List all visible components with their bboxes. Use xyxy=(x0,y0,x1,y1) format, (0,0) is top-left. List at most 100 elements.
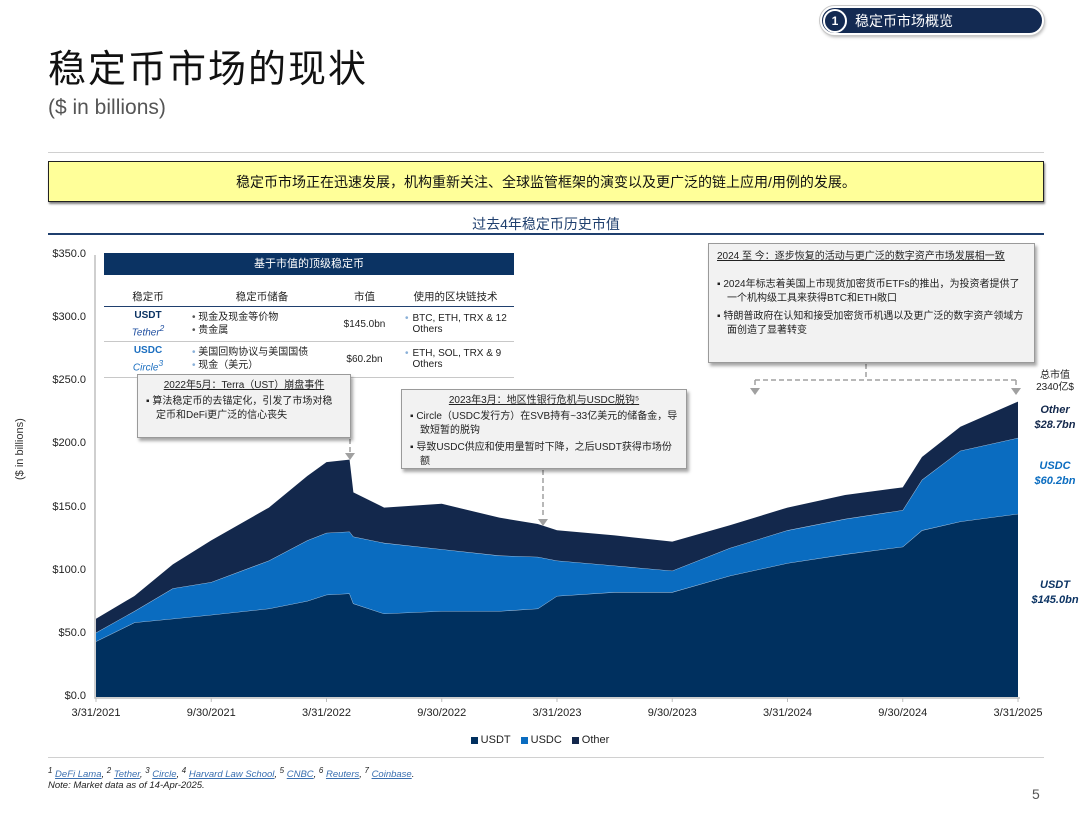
chart-title: 过去4年稳定币历史市值 xyxy=(472,216,620,232)
chart-axes xyxy=(94,255,1020,699)
coin-cell: USDT Tether2 xyxy=(104,309,192,339)
section-number: 1 xyxy=(823,8,847,33)
source-link[interactable]: DeFi Lama xyxy=(55,769,102,781)
page-title: 稳定币市场的现状 xyxy=(48,47,369,91)
annotation-connector xyxy=(754,364,1017,388)
legend-label: Other xyxy=(581,734,610,746)
chains-cell: • ETH, SOL, TRX & 9 Others xyxy=(397,348,514,370)
total-label-title: 总市值 xyxy=(1040,370,1070,381)
source-link[interactable]: Harvard Law School xyxy=(188,769,275,781)
column-header: 使用的区块链技术 xyxy=(413,291,498,303)
series-name: USDT xyxy=(1040,579,1070,591)
x-tick-label: 3/31/2022 xyxy=(302,707,351,719)
legend-swatch-usdt xyxy=(470,736,478,744)
coin-symbol: USDT xyxy=(134,310,162,321)
market-data-note: Note: Market data as of 14-Apr-2025. xyxy=(48,780,205,791)
source-link[interactable]: Coinbase xyxy=(371,769,412,781)
reserve-item: 贵金属 xyxy=(192,324,332,337)
source-link[interactable]: CNBC xyxy=(286,769,314,781)
callout-heading: 2022年5月：Terra（UST）崩盘事件 xyxy=(163,380,325,391)
source-link[interactable]: Tether xyxy=(113,769,140,781)
source-link[interactable]: Circle xyxy=(152,769,177,781)
x-tick-label: 3/31/2025 xyxy=(993,707,1043,719)
section-indicator: 1 稳定币市场概览 xyxy=(820,6,1044,35)
stablecoin-table-body: 稳定币 稳定币储备 市值 使用的区块链技术 USDT Tether2 现金及现金… xyxy=(104,289,514,378)
callout-heading: 2023年3月：地区性银行危机与USDC脱钩⁵ xyxy=(448,395,640,406)
x-tick-label: 3/31/2023 xyxy=(532,707,582,719)
footnote-number: 2 xyxy=(106,766,112,775)
legend-swatch-usdc xyxy=(520,736,528,744)
table-row: USDT Tether2 现金及现金等价物 贵金属 $145.0bn •BTC,… xyxy=(104,307,514,343)
series-value: $28.7bn xyxy=(1034,419,1076,431)
legend-swatch-other xyxy=(571,736,579,744)
source-link[interactable]: Reuters xyxy=(325,769,360,781)
arrow-down-icon xyxy=(1011,388,1021,395)
column-header: 稳定币 xyxy=(132,291,164,303)
y-tick-label: $300.0 xyxy=(52,311,86,324)
callout-heading: 2024 至 今：逐步恢复的活动与更广泛的数字资产市场发展相一致 xyxy=(717,251,1005,262)
callout-bullet: Circle（USDC发行方）在SVB持有~33亿美元的储备金，导致短暂的脱钩 xyxy=(410,410,678,438)
footnote-number: 7 xyxy=(364,766,369,775)
footnote-ref: 2 xyxy=(159,323,165,333)
footnote-number: 6 xyxy=(318,766,324,775)
y-tick-label: $350.0 xyxy=(52,248,86,260)
callout-2024-recovery: 2024 至 今：逐步恢复的活动与更广泛的数字资产市场发展相一致 2024年标志… xyxy=(708,243,1035,363)
series-name: USDC xyxy=(1039,460,1071,472)
footnote-number: 4 xyxy=(181,766,187,775)
x-tick-label: 3/31/2024 xyxy=(763,707,812,719)
end-label-usdt: USDT $145.0bn xyxy=(1026,578,1080,608)
y-tick-label: $250.0 xyxy=(52,374,86,387)
reserve-item: 现金及现金等价物 xyxy=(192,311,332,324)
callout-bullet: 算法稳定币的去锚定化，引发了市场对稳定币和DeFi更广泛的信心丧失 xyxy=(146,395,342,423)
coin-issuer: Circle3 xyxy=(104,357,192,374)
callout-bullet: 特朗普政府在认知和接受加密货币机遇以及更广泛的数字资产领域方面创造了显著转变 xyxy=(717,310,1026,338)
legend-item-usdc: USDC xyxy=(520,734,562,746)
callout-terra-collapse: 2022年5月：Terra（UST）崩盘事件 算法稳定币的去锚定化，引发了市场对… xyxy=(137,374,351,438)
section-label: 稳定币市场概览 xyxy=(855,12,953,29)
callout-svb-depeg: 2023年3月：地区性银行危机与USDC脱钩⁵ Circle（USDC发行方）在… xyxy=(401,389,687,469)
coin-issuer: Tether2 xyxy=(104,322,192,339)
divider xyxy=(48,152,1044,153)
y-tick-label: $100.0 xyxy=(52,563,86,576)
series-value: $60.2bn xyxy=(1034,475,1076,487)
reserve-item: 现金（美元） xyxy=(192,359,332,372)
page-number: 5 xyxy=(1032,786,1040,802)
top-stablecoins-table: 基于市值的顶级稳定币 xyxy=(104,253,514,275)
source-footnotes: 1 DeFi Lama, 2 Tether, 3 Circle, 4 Harva… xyxy=(48,766,415,781)
x-tick-label: 9/30/2021 xyxy=(186,707,236,719)
market-cap-cell: $60.2bn xyxy=(346,353,383,365)
x-tick-label: 9/30/2024 xyxy=(878,707,928,719)
legend-label: USDT xyxy=(480,734,511,746)
total-label-value: 2340亿$ xyxy=(1036,382,1074,393)
area-series-usdc xyxy=(96,437,1018,642)
page-subtitle: ($ in billions) xyxy=(48,96,166,119)
reserves-cell: 美国回购协议与美国国债 现金（美元） xyxy=(192,346,332,372)
y-tick-label: $150.0 xyxy=(52,500,86,513)
x-tick-label: 9/30/2022 xyxy=(417,707,467,719)
market-cap-cell: $145.0bn xyxy=(343,318,386,330)
legend-label: USDC xyxy=(530,734,562,746)
reserves-cell: 现金及现金等价物 贵金属 xyxy=(192,311,332,337)
chart-title-rule xyxy=(48,233,1044,235)
column-header: 市值 xyxy=(354,291,375,303)
footnote-number: 5 xyxy=(279,766,285,775)
chains-cell: • BTC, ETH, TRX & 12 Others xyxy=(397,313,514,335)
issuer-name: Tether xyxy=(131,327,160,339)
end-label-other: Other $28.7bn xyxy=(1026,403,1080,433)
y-tick-label: $200.0 xyxy=(52,437,86,450)
series-name: Other xyxy=(1040,404,1070,416)
area-series-usdt xyxy=(96,513,1018,697)
table-header-row: 稳定币 稳定币储备 市值 使用的区块链技术 xyxy=(104,289,514,307)
x-tick-label: 3/31/2021 xyxy=(71,707,121,719)
coin-cell: USDC Circle3 xyxy=(104,344,192,374)
series-value: $145.0bn xyxy=(1031,594,1079,606)
x-tick-label: 9/30/2023 xyxy=(647,707,697,719)
table-title: 基于市值的顶级稳定币 xyxy=(104,253,514,275)
footnote-ref: 3 xyxy=(158,358,164,369)
arrow-down-icon xyxy=(750,388,760,395)
arrow-down-icon xyxy=(538,519,548,526)
arrow-down-icon xyxy=(345,453,355,460)
table-row: USDC Circle3 美国回购协议与美国国债 现金（美元） $60.2bn … xyxy=(104,342,514,378)
legend-item-other: Other xyxy=(571,734,610,746)
